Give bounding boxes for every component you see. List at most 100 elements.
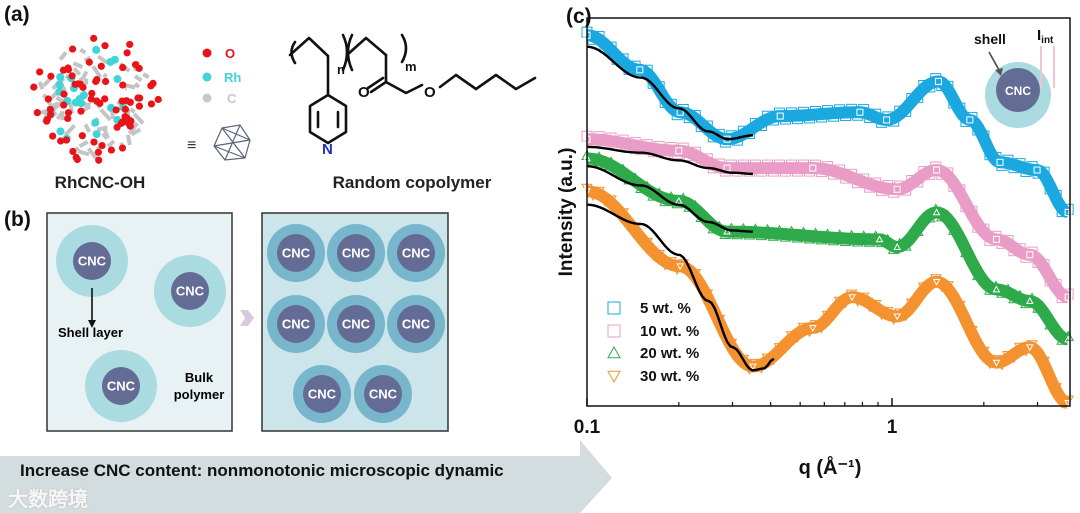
- data-point-marker: [972, 343, 984, 355]
- data-point-marker: [899, 240, 912, 251]
- data-point-marker: [864, 181, 876, 193]
- data-point-marker: [875, 309, 888, 321]
- o-atom: [46, 105, 55, 114]
- cnc-particle: CNC: [354, 365, 412, 423]
- data-point-marker: [917, 211, 930, 223]
- data-point-marker: [1044, 318, 1056, 330]
- cnc-core: [102, 367, 140, 405]
- data-point-marker: [797, 226, 810, 238]
- o-atom: [57, 137, 65, 145]
- data-point-marker: [887, 243, 900, 254]
- legend-label: 5 wt. %: [640, 300, 691, 317]
- data-point-marker: [647, 250, 660, 261]
- rh-atom: [56, 72, 65, 81]
- cnc-core: [337, 234, 375, 272]
- data-point: [883, 116, 891, 124]
- carbonyl-oxygen: O: [358, 84, 370, 101]
- data-point-marker: [719, 333, 732, 344]
- data-point-marker: [882, 180, 894, 192]
- data-point-marker: [665, 98, 677, 110]
- data-point-marker: [773, 159, 785, 171]
- data-point-marker: [761, 159, 773, 171]
- data-point: [893, 243, 902, 250]
- o-atom: [47, 72, 55, 80]
- o-atom: [93, 75, 101, 84]
- rh-atom: [55, 80, 64, 89]
- data-point-marker: [960, 246, 972, 258]
- data-point-marker: [599, 159, 611, 170]
- data-point-marker: [749, 223, 762, 234]
- data-point-marker: [870, 108, 882, 120]
- cnc-particle: CNC: [387, 224, 445, 282]
- o-atom: [123, 49, 131, 57]
- data-point-marker: [815, 233, 828, 245]
- data-point-marker: [798, 106, 810, 118]
- data-point-marker: [972, 221, 984, 233]
- data-point-marker: [743, 165, 755, 177]
- data-point-marker: [791, 332, 804, 343]
- data-point-marker: [924, 81, 936, 93]
- data-point-marker: [689, 146, 701, 158]
- cnc-core: [397, 305, 435, 343]
- data-point-marker: [1050, 383, 1062, 394]
- o-atom: [68, 72, 76, 80]
- bond: [124, 83, 136, 90]
- data-point-marker: [906, 93, 918, 105]
- data-point-marker: [894, 105, 906, 117]
- data-point-marker: [924, 168, 936, 180]
- cnc-label: CNC: [402, 246, 431, 261]
- o-atom: [154, 95, 162, 104]
- data-point-marker: [809, 227, 822, 238]
- o-atom: [44, 95, 52, 103]
- data-point-marker: [990, 230, 1002, 242]
- data-point: [992, 235, 1000, 243]
- data-point-marker: [701, 153, 713, 165]
- bulk-label-line2: polymer: [173, 387, 225, 402]
- o-atom: [90, 34, 98, 42]
- cnc-label: CNC: [342, 246, 371, 261]
- o-atom: [87, 95, 95, 103]
- data-point-marker: [749, 159, 761, 171]
- inset-core-label: CNC: [1005, 84, 1031, 98]
- data-point-marker: [1038, 303, 1050, 315]
- data-point: [932, 208, 941, 216]
- cnc-label: CNC: [176, 284, 205, 299]
- legend-label: 20 wt. %: [640, 345, 699, 362]
- bond: [58, 51, 68, 61]
- data-point-marker: [689, 199, 702, 211]
- data-point: [723, 227, 731, 235]
- data-point-marker: [629, 136, 641, 148]
- data-point: [1026, 251, 1034, 259]
- cnc-label: CNC: [342, 317, 371, 332]
- data-point-marker: [966, 252, 978, 264]
- series-band: [584, 133, 1072, 304]
- data-point-marker: [737, 222, 750, 234]
- watermark: 大数跨境: [8, 489, 88, 511]
- cnc-core: [277, 305, 315, 343]
- bond: [133, 82, 141, 89]
- o-atom: [74, 80, 82, 88]
- legend-oxygen: O: [225, 46, 235, 61]
- data-point-marker: [767, 230, 780, 241]
- data-point-marker: [1044, 275, 1056, 287]
- o-atom: [30, 83, 38, 91]
- data-point-marker: [605, 156, 617, 167]
- data-point-marker: [683, 150, 695, 162]
- cnc-particle: CNC: [267, 224, 325, 282]
- data-point: [1025, 344, 1034, 352]
- bond: [102, 126, 110, 139]
- x-tick-label: 0.1: [574, 417, 601, 438]
- bond: [125, 134, 132, 146]
- data-point-marker: [653, 140, 665, 152]
- data-point-marker: [887, 314, 900, 326]
- o-atom: [73, 155, 81, 164]
- data-point: [1025, 296, 1034, 304]
- data-point-marker: [605, 195, 617, 206]
- data-point-marker: [1014, 243, 1026, 255]
- series-band: [584, 29, 1072, 219]
- data-point-marker: [593, 151, 605, 162]
- data-point-marker: [659, 96, 671, 108]
- data-point-marker: [912, 176, 924, 188]
- bond: [78, 140, 89, 149]
- data-point-marker: [599, 196, 611, 207]
